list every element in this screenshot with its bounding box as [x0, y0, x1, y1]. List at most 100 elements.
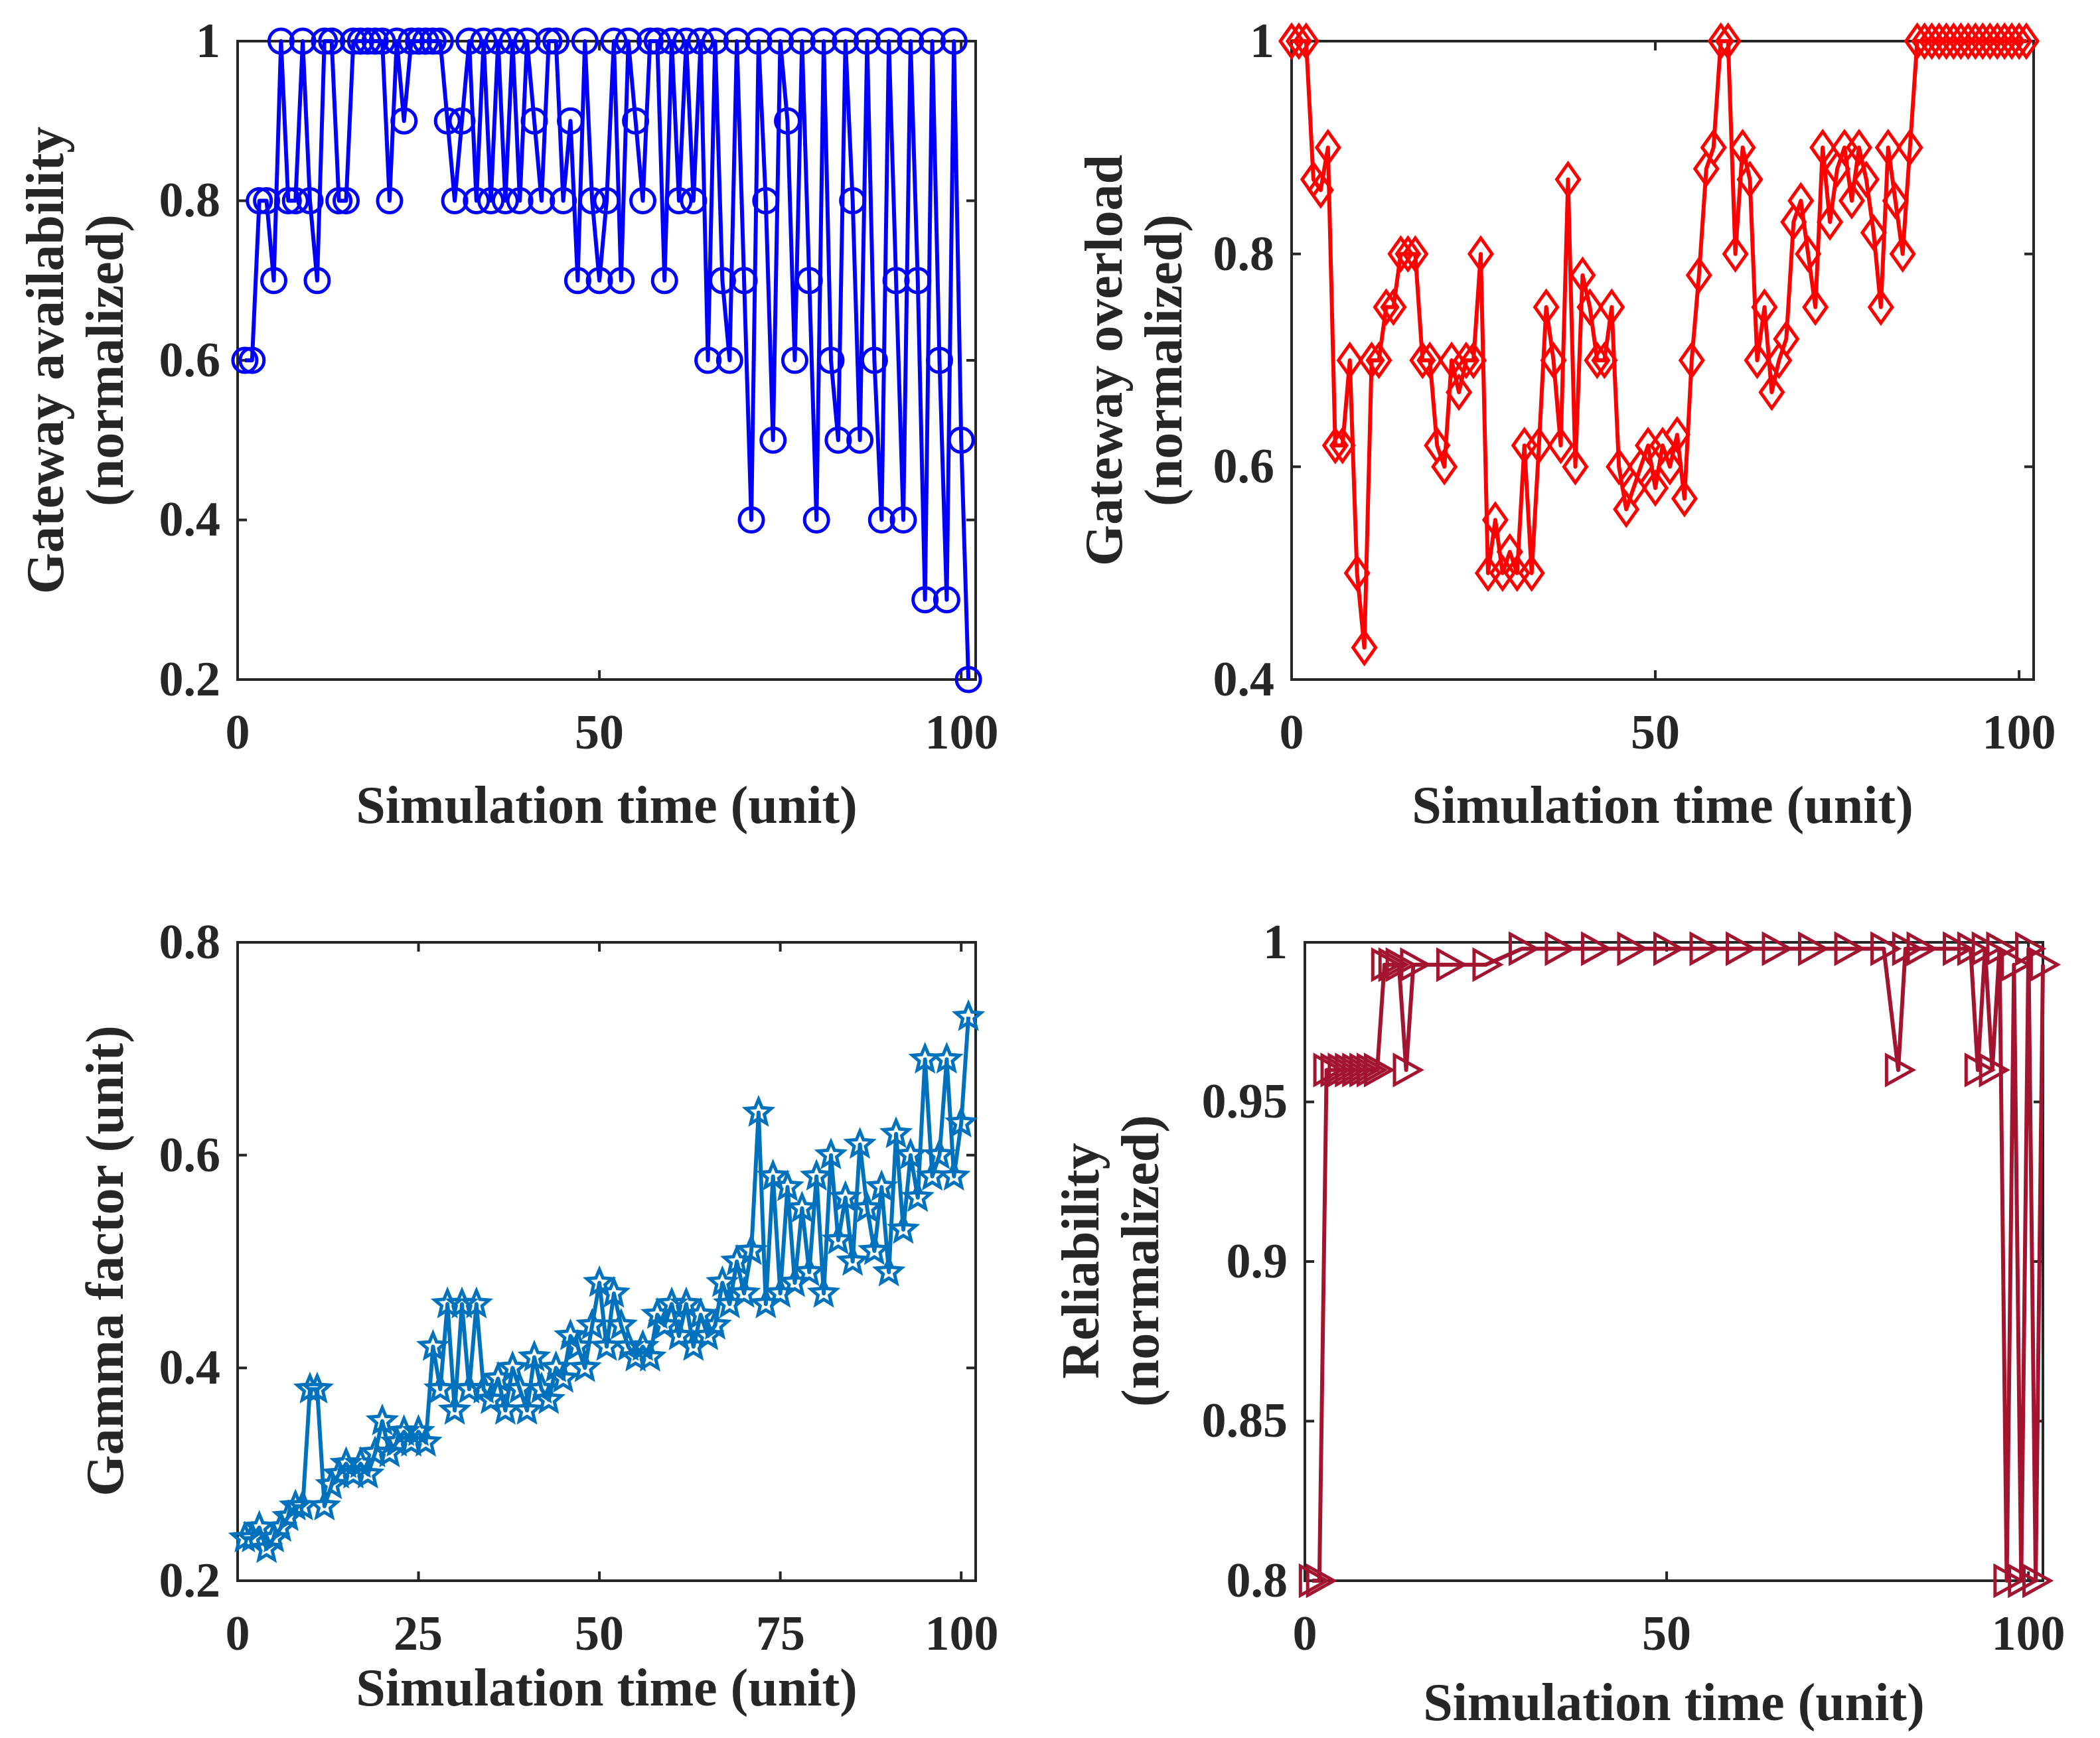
- data-point: [737, 506, 765, 534]
- data-point: [778, 1265, 812, 1297]
- data-point: [1343, 554, 1371, 592]
- data-point: [853, 27, 881, 55]
- data-point: [923, 1137, 956, 1170]
- data-point: [730, 267, 758, 295]
- x-tick-label: 50: [1642, 1607, 1691, 1661]
- data-point: [585, 267, 613, 295]
- data-point: [528, 187, 556, 214]
- x-tick-label: 50: [575, 1607, 624, 1661]
- y-tick-label: 0.6: [159, 333, 221, 388]
- data-point: [426, 27, 454, 55]
- data-point: [459, 1286, 494, 1319]
- data-point: [1874, 129, 1902, 167]
- data-point: [1409, 341, 1436, 380]
- data-point: [745, 27, 773, 55]
- data-point: [636, 27, 664, 55]
- data-point: [858, 1233, 891, 1266]
- data-point: [1598, 288, 1625, 326]
- data-point: [1402, 235, 1429, 273]
- data-point: [561, 1329, 595, 1361]
- data-point: [1773, 320, 1800, 358]
- data-point: [470, 27, 498, 55]
- y-axis-label: Gateway availability: [17, 127, 75, 594]
- data-point: [1554, 161, 1582, 198]
- data-point: [846, 426, 874, 454]
- data-point: [792, 1254, 826, 1287]
- data-point: [723, 27, 751, 55]
- data-point: [1373, 288, 1400, 326]
- data-point: [889, 506, 917, 534]
- data-point: [1700, 129, 1727, 167]
- data-point: [333, 187, 360, 214]
- data-point: [246, 187, 273, 214]
- data-point: [1329, 426, 1356, 465]
- data-point: [484, 27, 512, 55]
- y-axis-label: Gamma factor (unit): [76, 1025, 135, 1496]
- series: [1298, 931, 2062, 1599]
- chart-gamma-factor: 0 25 50 75 100 0.2 0.4 0.6 0.8 Simulatio…: [76, 915, 999, 1717]
- data-point: [1436, 947, 1468, 982]
- data-point: [767, 27, 794, 55]
- data-point: [1431, 448, 1458, 486]
- x-tick-label: 100: [1992, 1607, 2065, 1661]
- data-point: [1472, 947, 1504, 982]
- data-point: [532, 1382, 566, 1414]
- data-point: [947, 426, 975, 454]
- data-point: [875, 27, 903, 55]
- data-point: [672, 27, 700, 55]
- data-point: [843, 1127, 877, 1159]
- data-point: [1817, 203, 1844, 241]
- data-point: [817, 346, 845, 374]
- data-point: [300, 1371, 335, 1404]
- data-point: [629, 187, 657, 214]
- data-point: [1314, 129, 1341, 167]
- data-point: [260, 267, 288, 295]
- data-point: [398, 27, 425, 55]
- data-point: [1867, 288, 1894, 326]
- data-point: [296, 187, 324, 214]
- data-point: [1722, 235, 1749, 273]
- data-point: [1685, 256, 1712, 295]
- data-point: [575, 1307, 609, 1340]
- data-point: [1736, 161, 1763, 198]
- data-point: [1906, 931, 1938, 966]
- data-point: [643, 27, 671, 55]
- data-point: [2012, 22, 2040, 60]
- data-point: [520, 107, 548, 135]
- y-tick-label: 0.8: [1213, 227, 1275, 281]
- series: [228, 999, 986, 1563]
- data-point: [571, 27, 599, 55]
- data-point: [1363, 1052, 1396, 1088]
- data-point: [1802, 288, 1829, 326]
- y-tick-label: 1: [1250, 14, 1274, 68]
- data-point: [365, 1404, 400, 1435]
- data-point: [821, 1222, 856, 1255]
- data-point: [904, 267, 932, 295]
- data-point: [1351, 628, 1378, 667]
- data-point: [771, 1169, 804, 1202]
- data-point: [698, 1307, 732, 1340]
- data-point: [563, 267, 591, 295]
- chart-gateway-availability: 0 50 100 0.2 0.4 0.6 0.8 1 Simulation ti…: [17, 14, 999, 835]
- data-point: [354, 27, 382, 55]
- y-tick-label: 0.85: [1202, 1394, 1288, 1448]
- y-tick-label: 1: [196, 14, 220, 68]
- data-point: [1580, 931, 1613, 966]
- y-tick-label: 0.8: [1227, 1554, 1288, 1608]
- data-point: [810, 27, 838, 55]
- data-point: [687, 27, 715, 55]
- x-axis-label: Simulation time (unit): [356, 1659, 858, 1717]
- data-point: [1540, 341, 1567, 380]
- data-point: [481, 1360, 515, 1393]
- data-point: [713, 1286, 747, 1319]
- data-point: [1518, 554, 1545, 592]
- data-point: [231, 346, 259, 374]
- data-point: [448, 107, 476, 135]
- data-point: [937, 1159, 971, 1191]
- data-point: [814, 1137, 848, 1170]
- data-point: [1452, 341, 1480, 380]
- data-point: [542, 27, 570, 55]
- data-point: [1481, 501, 1509, 539]
- x-tick-label: 0: [226, 705, 250, 760]
- data-point: [412, 27, 439, 55]
